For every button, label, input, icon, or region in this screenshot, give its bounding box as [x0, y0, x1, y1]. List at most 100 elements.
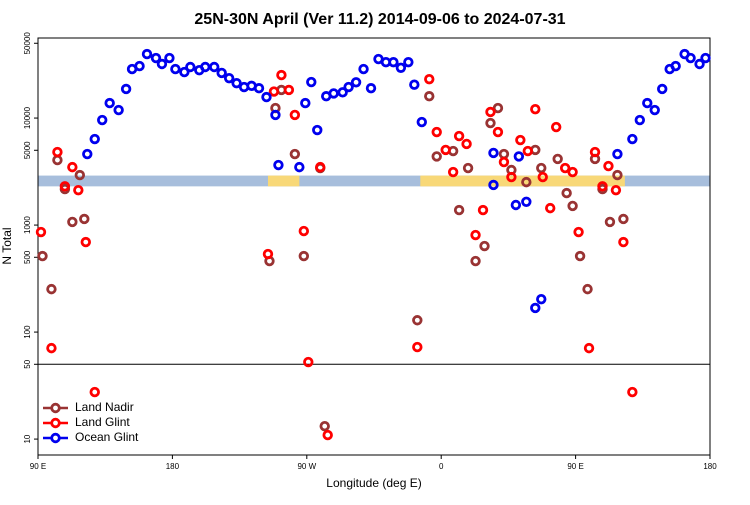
point — [395, 62, 407, 73]
point — [515, 134, 526, 146]
point — [294, 161, 305, 173]
legend-item: Land Nadir — [43, 400, 134, 414]
x-axis-label: Longitude (deg E) — [326, 476, 421, 490]
x-tick-label: 180 — [166, 462, 180, 471]
point — [315, 161, 326, 173]
point — [510, 199, 522, 211]
legend-item: Ocean Glint — [43, 430, 139, 444]
point — [270, 109, 281, 121]
point — [150, 52, 162, 64]
point — [46, 283, 57, 295]
point — [462, 162, 474, 174]
point — [74, 169, 86, 181]
point — [170, 63, 181, 75]
point — [424, 73, 435, 85]
point — [200, 61, 211, 73]
y-tick-label: 1000 — [23, 216, 32, 234]
point — [185, 61, 196, 73]
point — [113, 104, 124, 116]
point — [283, 84, 295, 96]
point — [59, 181, 71, 192]
point — [289, 148, 301, 160]
point — [522, 145, 534, 157]
y-tick-label: 100 — [23, 325, 32, 339]
point — [545, 202, 556, 214]
point — [298, 225, 310, 237]
point — [453, 204, 465, 216]
point — [67, 216, 78, 228]
point — [627, 386, 638, 398]
point — [52, 154, 63, 166]
point — [536, 162, 547, 174]
chart-title: 25N-30N April (Ver 11.2) 2014-09-06 to 2… — [194, 11, 565, 28]
legend-marker — [50, 402, 61, 414]
point — [649, 104, 660, 116]
point — [550, 121, 562, 133]
point — [164, 52, 175, 64]
point — [365, 83, 377, 94]
point — [470, 255, 481, 267]
point — [262, 248, 274, 260]
point — [79, 213, 90, 225]
point — [431, 126, 442, 138]
point — [80, 236, 91, 248]
point — [567, 166, 578, 178]
point — [276, 69, 287, 81]
band — [38, 175, 710, 187]
point — [89, 133, 100, 145]
point — [561, 187, 572, 199]
point — [618, 236, 629, 248]
point — [179, 66, 190, 78]
point — [273, 159, 284, 171]
point — [552, 153, 563, 165]
point — [521, 176, 532, 188]
point — [440, 144, 451, 156]
point — [300, 97, 311, 109]
point — [319, 420, 330, 432]
point — [343, 81, 354, 93]
y-tick-label: 5000 — [23, 141, 32, 159]
point — [67, 161, 78, 173]
point — [685, 52, 696, 64]
point — [37, 250, 48, 262]
point — [231, 77, 242, 89]
point — [223, 72, 235, 84]
point — [597, 181, 608, 192]
point — [388, 56, 399, 68]
point — [610, 184, 622, 196]
point — [470, 229, 481, 241]
point — [134, 60, 145, 72]
point — [97, 114, 108, 126]
point — [492, 102, 504, 114]
point — [582, 283, 593, 295]
point — [694, 58, 705, 70]
point — [634, 114, 646, 126]
y-axis-label: N Total — [0, 227, 14, 264]
point — [412, 341, 423, 353]
point — [488, 179, 499, 191]
y-tick-label: 10 — [23, 434, 32, 443]
x-tick-label: 180 — [703, 462, 717, 471]
point — [618, 213, 629, 225]
point — [485, 106, 496, 118]
legend-marker — [50, 432, 61, 444]
point — [583, 342, 595, 354]
point — [358, 63, 369, 75]
point — [488, 147, 499, 159]
point — [52, 146, 63, 158]
point — [412, 315, 423, 326]
point — [104, 97, 115, 109]
point — [670, 60, 681, 72]
legend-label: Land Glint — [75, 415, 130, 429]
point — [416, 116, 427, 128]
point — [73, 184, 84, 196]
point — [306, 76, 317, 88]
point — [492, 126, 504, 138]
x-tick-label: 90 E — [30, 462, 46, 471]
point — [253, 83, 265, 94]
point — [612, 148, 623, 160]
point — [289, 109, 301, 121]
point — [700, 52, 711, 64]
point — [461, 138, 472, 150]
